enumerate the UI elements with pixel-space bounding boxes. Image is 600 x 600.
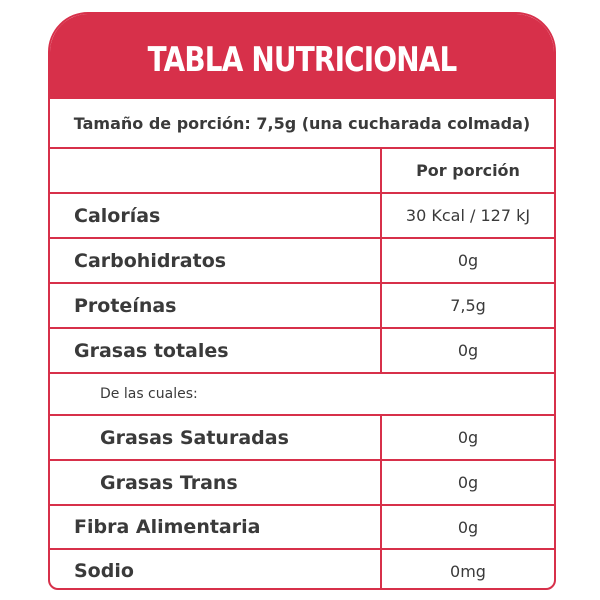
nutrient-label: Sodio bbox=[74, 560, 134, 582]
nutrient-label: Grasas Trans bbox=[100, 471, 238, 494]
nutrition-table: TABLA NUTRICIONAL Tamaño de porción: 7,5… bbox=[48, 12, 556, 590]
header: TABLA NUTRICIONAL bbox=[50, 14, 554, 97]
nutrient-label: Calorías bbox=[74, 204, 161, 227]
column-header: Por porción bbox=[380, 149, 554, 192]
nutrient-value: 0g bbox=[380, 239, 554, 282]
nutrient-label: Grasas Saturadas bbox=[100, 426, 289, 449]
table-row: Fibra Alimentaria 0g bbox=[50, 504, 554, 548]
table-row: De las cuales: bbox=[50, 372, 554, 414]
table-row: Proteínas 7,5g bbox=[50, 282, 554, 327]
serving-size: Tamaño de porción: 7,5g (una cucharada c… bbox=[73, 113, 531, 133]
table-row: Grasas Saturadas 0g bbox=[50, 414, 554, 459]
nutrient-label: Proteínas bbox=[74, 294, 177, 317]
nutrient-value: 0g bbox=[380, 461, 554, 504]
nutrient-value: 0mg bbox=[380, 550, 554, 588]
table-row: Calorías 30 Kcal / 127 kJ bbox=[50, 192, 554, 237]
nutrient-value: 0g bbox=[380, 506, 554, 548]
nutrient-label: Grasas totales bbox=[74, 339, 229, 362]
table-row: Grasas Trans 0g bbox=[50, 459, 554, 504]
nutrient-label: Fibra Alimentaria bbox=[74, 516, 261, 538]
nutrient-value: 0g bbox=[380, 329, 554, 372]
table-row: Carbohidratos 0g bbox=[50, 237, 554, 282]
nutrient-value: 30 Kcal / 127 kJ bbox=[380, 194, 554, 237]
title: TABLA NUTRICIONAL bbox=[147, 40, 458, 80]
table-row: Grasas totales 0g bbox=[50, 327, 554, 372]
breakdown-label: De las cuales: bbox=[100, 386, 198, 402]
table-row: Por porción bbox=[50, 147, 554, 192]
nutrient-value: 7,5g bbox=[380, 284, 554, 327]
table-row: Tamaño de porción: 7,5g (una cucharada c… bbox=[50, 97, 554, 147]
nutrient-label: Carbohidratos bbox=[74, 249, 227, 272]
table-row: Sodio 0mg bbox=[50, 548, 554, 588]
nutrient-value: 0g bbox=[380, 416, 554, 459]
